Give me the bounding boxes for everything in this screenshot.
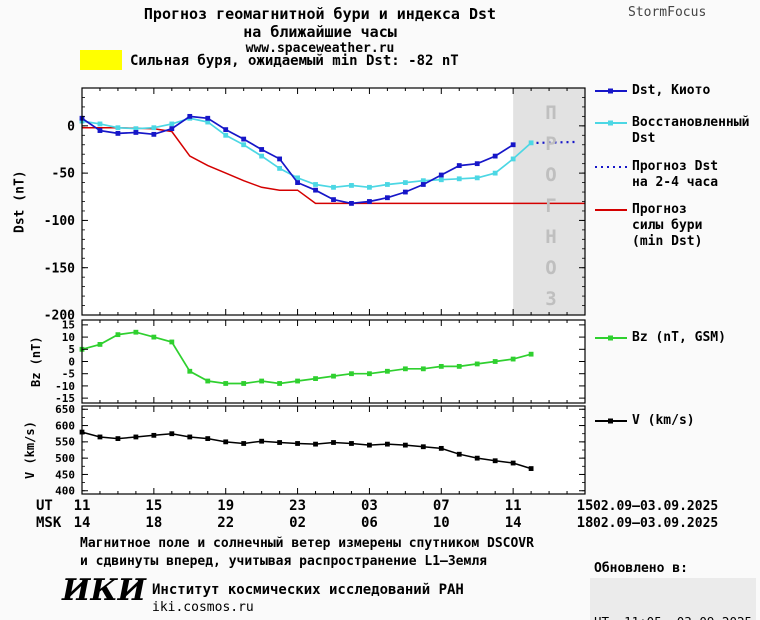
svg-text:500: 500 xyxy=(55,452,75,465)
svg-text:5: 5 xyxy=(68,343,75,356)
svg-text:0: 0 xyxy=(67,119,75,134)
svg-text:-150: -150 xyxy=(44,261,75,276)
svg-text:10: 10 xyxy=(62,331,75,344)
dscovr-note-2: и сдвинуты вперед, учитывая распростране… xyxy=(80,554,487,569)
svg-text:550: 550 xyxy=(55,436,75,449)
svg-text:14: 14 xyxy=(74,515,91,531)
svg-text:11: 11 xyxy=(505,498,522,514)
svg-text:15: 15 xyxy=(577,498,594,514)
dst-panel: 0 -50 -100 -150 -200 xyxy=(44,87,586,324)
svg-text:23: 23 xyxy=(289,498,306,514)
legend-swatches xyxy=(595,88,627,424)
legend-forecast-storm-1: Прогноз xyxy=(632,202,687,217)
legend-forecast-storm-3: (min Dst) xyxy=(632,234,703,249)
svg-text:15: 15 xyxy=(145,498,162,514)
svg-text:22: 22 xyxy=(217,515,234,531)
svg-text:UT: UT xyxy=(36,498,53,514)
svg-text:19: 19 xyxy=(217,498,234,514)
svg-text:MSK: MSK xyxy=(36,515,62,531)
time-axis: 11141518192223020306071011141518UTMSK02.… xyxy=(36,498,718,531)
svg-text:-5: -5 xyxy=(62,368,75,381)
legend-restored-2: Dst xyxy=(632,131,656,146)
svg-text:10: 10 xyxy=(433,515,450,531)
svg-text:650: 650 xyxy=(55,403,75,416)
dscovr-note-1: Магнитное поле и солнечный ветер измерен… xyxy=(80,536,534,551)
svg-text:18: 18 xyxy=(145,515,162,531)
legend-bz: Bz (nT, GSM) xyxy=(632,330,726,345)
storm-level-swatch xyxy=(80,50,122,70)
svg-text:450: 450 xyxy=(55,468,75,481)
page-subtitle: на ближайшие часы xyxy=(243,23,397,41)
iki-logo: ИКИ xyxy=(62,573,146,608)
series-line xyxy=(536,140,578,144)
bz-axis-label: Bz (nT) xyxy=(29,336,43,387)
updated-label: Обновлено в: xyxy=(594,561,688,576)
svg-text:06: 06 xyxy=(361,515,378,531)
page-title: Прогноз геомагнитной бури и индекса Dst xyxy=(143,5,497,23)
series-line xyxy=(81,331,532,385)
svg-text:02.09—03.09.2025: 02.09—03.09.2025 xyxy=(593,516,718,531)
updated-times: UT 11:05, 03.09.2025 MSK 14:05, 03.09.20… xyxy=(590,578,757,620)
svg-text:07: 07 xyxy=(433,498,450,514)
svg-text:-100: -100 xyxy=(44,214,75,229)
svg-text:11: 11 xyxy=(74,498,91,514)
svg-text:15: 15 xyxy=(62,319,75,332)
forecast-region-label: ПРОГНОЗ xyxy=(540,102,562,319)
dst-axis-label: Dst (nT) xyxy=(12,170,28,233)
svg-text:18: 18 xyxy=(577,515,594,531)
svg-text:600: 600 xyxy=(55,419,75,432)
legend-forecast-dst-2: на 2-4 часа xyxy=(632,175,719,190)
svg-text:-50: -50 xyxy=(52,167,76,182)
storm-banner-text: Сильная буря, ожидаемый min Dst: -82 nT xyxy=(130,53,459,69)
v-panel: 650 600 550 500 450 400 xyxy=(55,403,586,498)
spaceweather-url: www.spaceweather.ru xyxy=(245,41,395,56)
legend-v: V (km/s) xyxy=(632,413,695,428)
forecast-region xyxy=(513,88,585,315)
institute-name: Институт космических исследований РАН xyxy=(152,582,464,598)
svg-text:02: 02 xyxy=(289,515,306,531)
series-line xyxy=(81,117,532,189)
legend-forecast-storm-2: силы бури xyxy=(632,218,703,233)
svg-text:-15: -15 xyxy=(55,392,75,405)
svg-text:400: 400 xyxy=(55,485,75,498)
v-axis-label: V (km/s) xyxy=(23,421,37,479)
legend-dst-kyoto: Dst, Киото xyxy=(632,83,711,98)
svg-text:0: 0 xyxy=(68,355,75,368)
svg-text:-200: -200 xyxy=(44,309,75,324)
series-line xyxy=(81,431,532,470)
stormfocus-brand: StormFocus xyxy=(628,5,707,20)
iki-url: iki.cosmos.ru xyxy=(152,600,254,615)
svg-text:14: 14 xyxy=(505,515,522,531)
svg-text:03: 03 xyxy=(361,498,378,514)
svg-text:-10: -10 xyxy=(55,380,75,393)
updated-ut: UT 11:05, 03.09.2025 xyxy=(594,614,752,620)
svg-text:02.09—03.09.2025: 02.09—03.09.2025 xyxy=(593,499,718,514)
legend-restored-1: Восстановленный xyxy=(632,115,750,130)
legend-forecast-dst-1: Прогноз Dst xyxy=(632,159,719,174)
